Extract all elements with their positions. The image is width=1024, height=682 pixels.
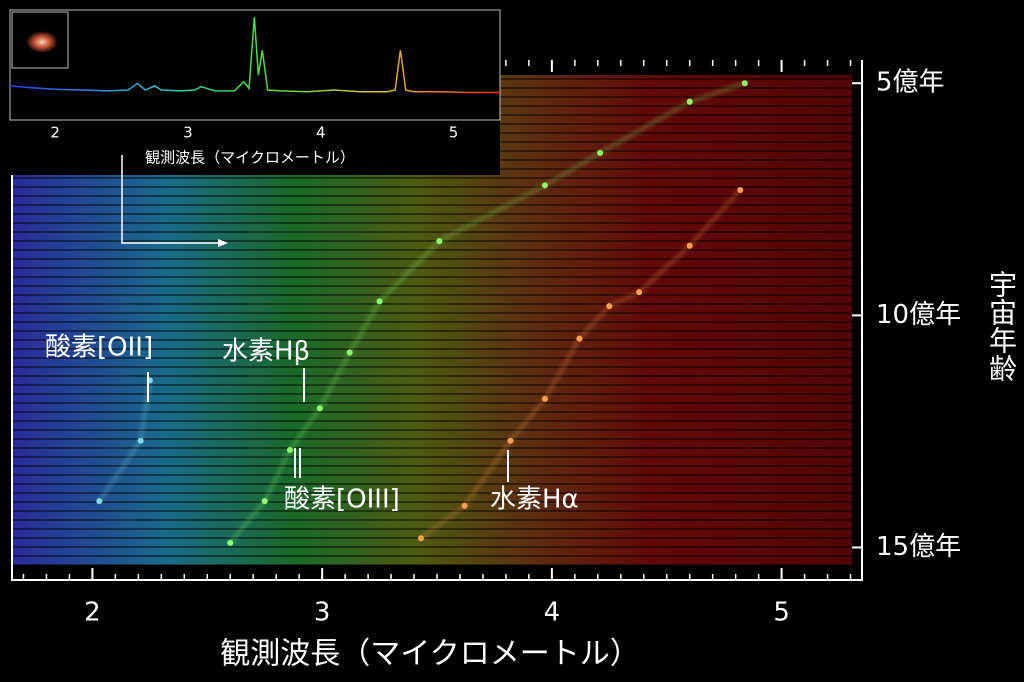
- x-tick-label: 2: [50, 124, 60, 142]
- emission-point: [286, 447, 293, 453]
- inset-frame: [9, 9, 501, 121]
- emission-point: [686, 98, 693, 105]
- spectrum-line: [9, 16, 500, 94]
- emission-point: [261, 498, 268, 505]
- emission-point: [96, 498, 103, 505]
- x-tick-label: 4: [316, 124, 326, 142]
- x-axis-label: 観測波長（マイクロメートル）: [220, 637, 639, 672]
- emission-point: [597, 149, 604, 156]
- emission-point: [576, 335, 583, 342]
- annotation: 酸素[OIII]: [284, 485, 400, 515]
- x-tick-label: 4: [544, 598, 561, 628]
- emission-point: [227, 539, 234, 546]
- emission-point: [461, 502, 468, 509]
- x-tick-label: 5: [449, 124, 459, 142]
- x-tick-label: 3: [183, 124, 193, 142]
- emission-point: [737, 187, 744, 193]
- y-tick-label: 10億年: [876, 300, 961, 330]
- emission-point: [741, 80, 748, 87]
- emission-point: [376, 298, 383, 305]
- y-axis-label: 宇宙年齢: [985, 270, 1018, 382]
- annotation: 酸素[OII]: [45, 333, 153, 363]
- emission-point: [686, 242, 693, 249]
- y-tick-label: 5億年: [876, 68, 945, 98]
- emission-point: [137, 437, 144, 444]
- annotation: 水素Hβ: [222, 337, 310, 367]
- emission-point: [436, 238, 443, 245]
- inset-x-label: 観測波長（マイクロメートル）: [145, 149, 355, 167]
- emission-point: [346, 349, 353, 356]
- emission-point: [606, 303, 613, 310]
- y-tick-label: 15億年: [876, 532, 961, 562]
- emission-point: [636, 289, 643, 296]
- annotations: 酸素[OII] 水素Hβ 酸素[OIII] 水素Hα: [45, 333, 579, 515]
- arrow: [121, 155, 222, 244]
- annotation: 水素Hα: [490, 485, 579, 515]
- emission-point: [507, 437, 514, 444]
- x-tick-label: 3: [314, 598, 331, 628]
- galaxy-image: [26, 31, 58, 53]
- emission-point: [417, 535, 424, 542]
- emission-point: [316, 405, 323, 412]
- emission-point: [541, 395, 548, 402]
- x-tick-label: 5: [773, 598, 790, 628]
- emission-point: [541, 182, 548, 189]
- arrow-head: [218, 239, 228, 247]
- x-tick-label: 2: [84, 598, 101, 628]
- inset: 観測波長（マイクロメートル） 2 3 4 5: [8, 8, 501, 247]
